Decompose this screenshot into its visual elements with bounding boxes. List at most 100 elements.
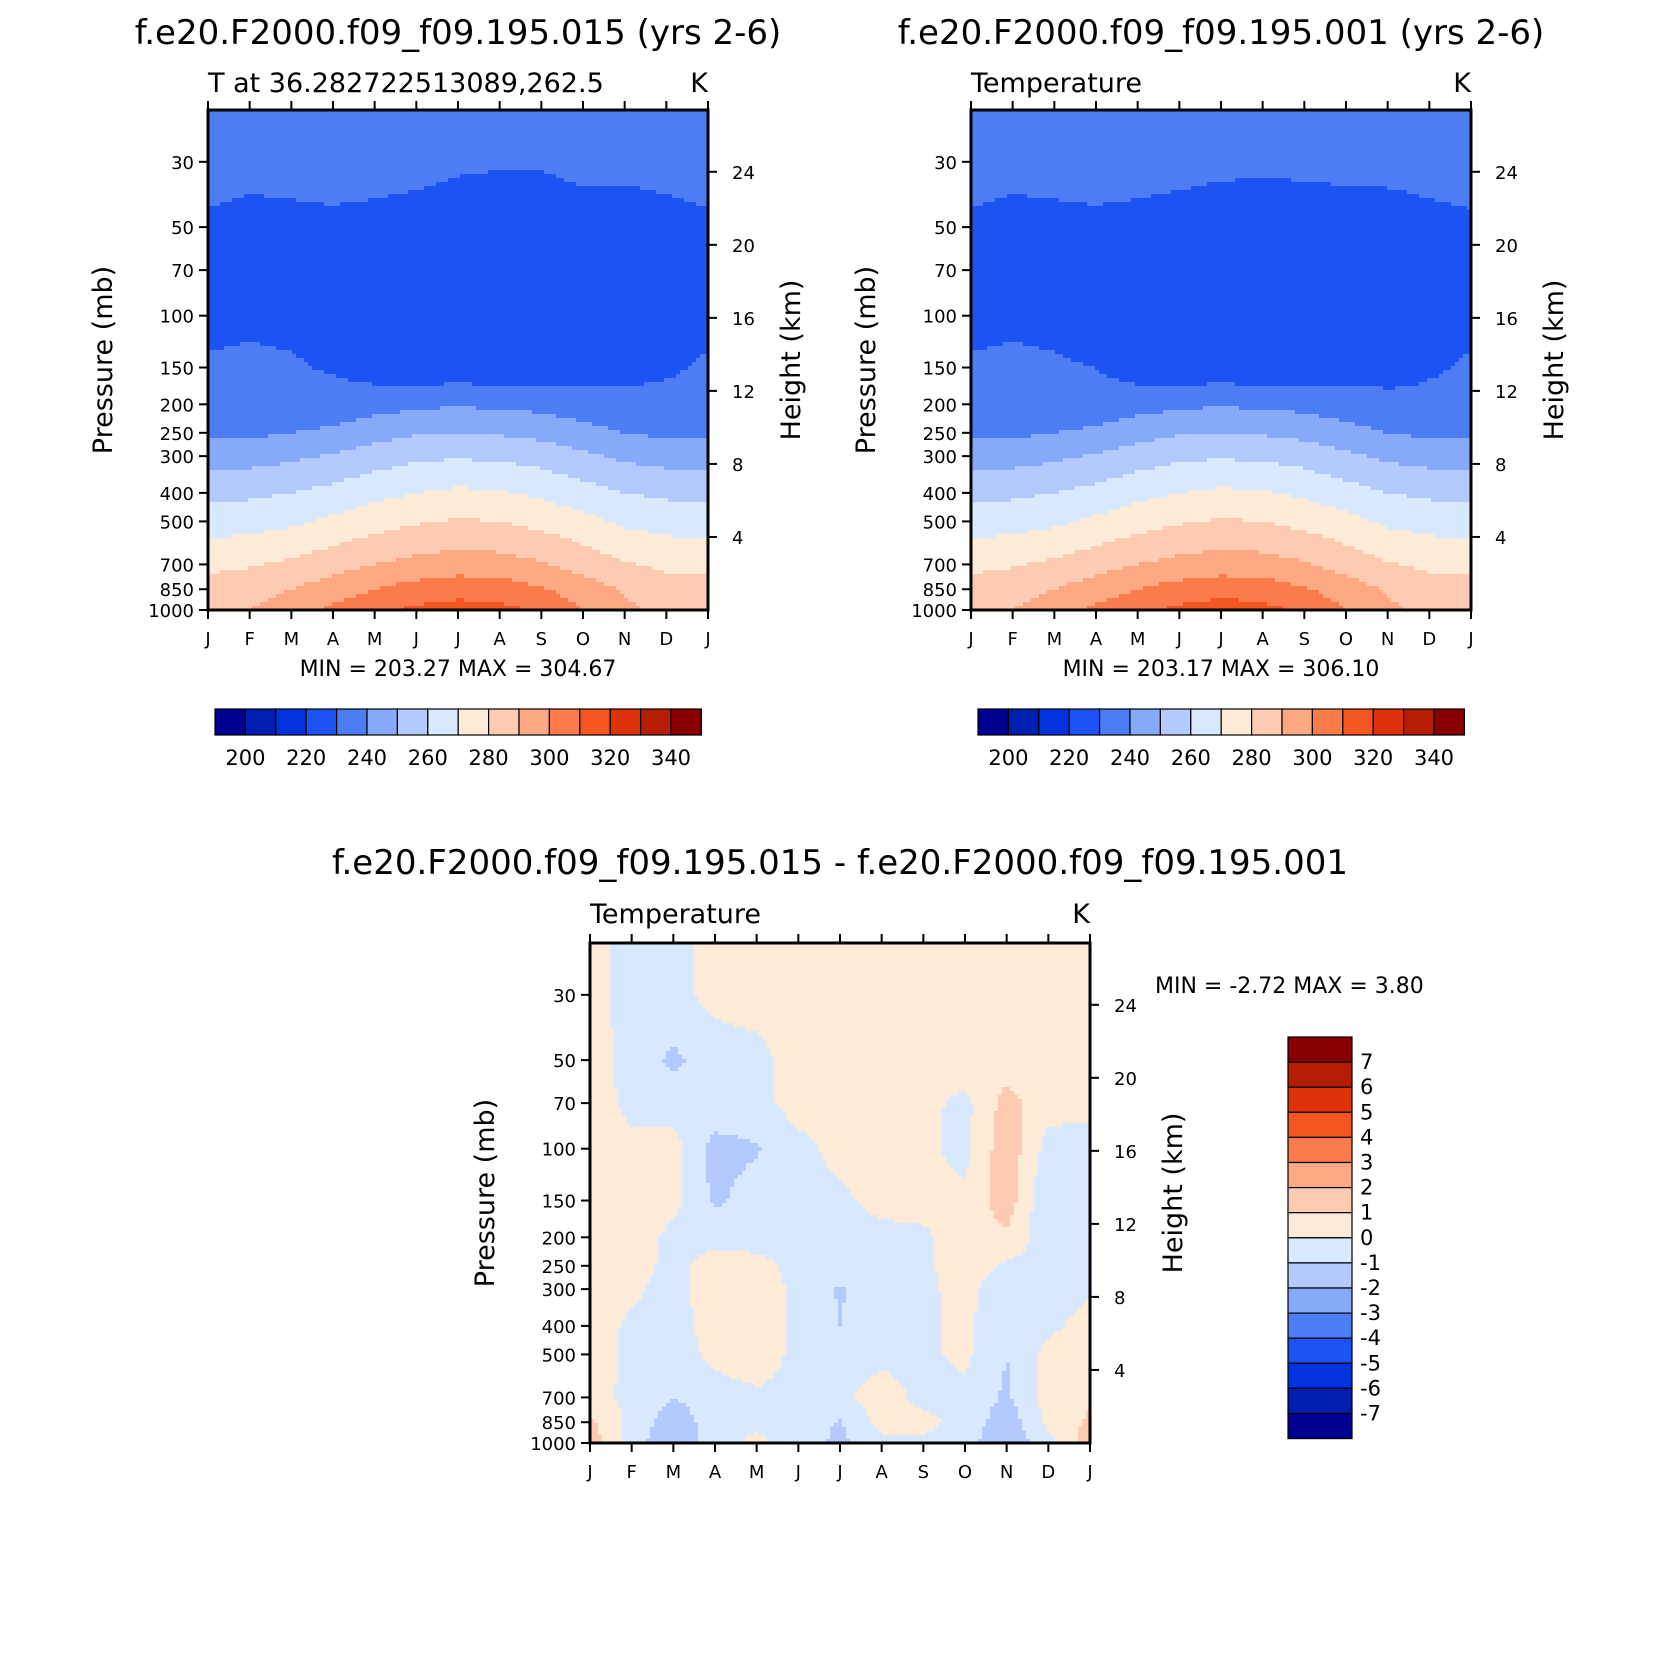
contour-cell xyxy=(296,586,381,591)
contour-cell xyxy=(208,346,225,351)
contour-cell xyxy=(208,566,249,571)
contour-cell xyxy=(472,458,617,463)
contour-cell xyxy=(846,1291,943,1296)
contour-cell xyxy=(618,1103,779,1108)
contour-cell xyxy=(690,1303,787,1308)
contour-cell xyxy=(690,1287,787,1292)
contour-cell xyxy=(1387,526,1471,531)
contour-cell xyxy=(548,562,637,567)
contour-cell xyxy=(656,190,708,195)
contour-cell xyxy=(296,354,701,359)
contour-cell xyxy=(971,230,1471,235)
contour-cell xyxy=(990,1163,1019,1168)
contour-cell xyxy=(1030,1211,1090,1216)
contour-cell xyxy=(208,442,373,447)
contour-cell xyxy=(678,1067,775,1072)
month-tick-label: M xyxy=(666,1462,682,1483)
contour-cell xyxy=(690,1299,787,1304)
contour-cell xyxy=(971,194,1008,199)
contour-cell xyxy=(592,422,708,427)
contour-cell xyxy=(1411,530,1471,535)
contour-cell xyxy=(971,246,1471,251)
pressure-tick-label: 70 xyxy=(553,1094,576,1115)
contour-cell xyxy=(674,1127,799,1132)
contour-cell xyxy=(1038,1371,1090,1376)
contour-cell xyxy=(1331,182,1471,187)
contour-cell xyxy=(1335,506,1471,511)
contour-cell xyxy=(1347,510,1471,515)
contour-cell xyxy=(1042,1143,1090,1148)
contour-cell xyxy=(1042,1347,1090,1352)
contour-cell xyxy=(971,510,1108,515)
contour-cell xyxy=(934,1255,1015,1260)
contour-cell xyxy=(942,1119,971,1124)
contour-cell xyxy=(680,370,708,375)
contour-cell xyxy=(971,302,1471,307)
contour-cell xyxy=(1359,578,1471,583)
contour-cell xyxy=(1066,1323,1090,1328)
contour-cell xyxy=(1103,450,1352,455)
contour-cell xyxy=(590,1183,683,1188)
contour-cell xyxy=(1367,518,1471,523)
contour-cell xyxy=(528,526,625,531)
contour-cell xyxy=(1026,1431,1051,1436)
contour-cell xyxy=(971,202,984,207)
contour-cell xyxy=(971,282,1471,287)
contour-cell xyxy=(1022,1131,1047,1136)
contour-cell xyxy=(208,394,708,399)
contour-cell xyxy=(208,254,708,259)
contour-cell xyxy=(971,146,1471,151)
contour-cell xyxy=(208,358,305,363)
contour-cell xyxy=(1067,522,1184,527)
contour-cell xyxy=(1131,534,1324,539)
contour-cell xyxy=(1022,1127,1047,1132)
contour-cell xyxy=(464,598,569,603)
contour-cell xyxy=(208,270,708,275)
contour-cell xyxy=(1010,1375,1039,1380)
contour-cell xyxy=(536,558,621,563)
contour-cell xyxy=(590,1023,611,1028)
contour-cell xyxy=(786,1319,839,1324)
contour-cell xyxy=(714,1131,719,1136)
contour-cell xyxy=(208,466,253,471)
contour-cell xyxy=(208,526,289,531)
contour-cell xyxy=(754,1383,763,1388)
contour-cell xyxy=(786,1307,839,1312)
contour-cell xyxy=(870,1419,943,1424)
contour-cell xyxy=(650,1427,699,1432)
contour-cell xyxy=(974,1311,1075,1316)
contour-cell xyxy=(1046,1339,1090,1344)
contour-cell xyxy=(742,1379,767,1384)
colorbar-swatch xyxy=(244,708,277,736)
contour-cell xyxy=(782,1355,947,1360)
height-tick-label: 12 xyxy=(1495,382,1518,403)
contour-cell xyxy=(404,606,521,610)
month-tick-label: M xyxy=(367,629,383,650)
contour-cell xyxy=(1207,382,1236,387)
height-tick-label: 16 xyxy=(732,309,755,330)
contour-cell xyxy=(1010,1395,1039,1400)
contour-cell xyxy=(1010,1379,1039,1384)
contour-cell xyxy=(622,1423,655,1428)
contour-cell xyxy=(682,1063,775,1068)
contour-cell xyxy=(971,350,1056,355)
contour-cell xyxy=(971,166,1471,171)
contour-cell xyxy=(682,1183,711,1188)
contour-cell xyxy=(344,598,457,603)
contour-cell xyxy=(590,1215,675,1220)
contour-cell xyxy=(590,1211,679,1216)
contour-cell xyxy=(296,490,425,495)
panel-2-y2label: Height (km) xyxy=(1539,280,1570,441)
contour-cell xyxy=(556,174,708,179)
contour-cell xyxy=(706,1359,783,1364)
contour-cell xyxy=(822,1155,947,1160)
contour-cell xyxy=(1119,594,1324,599)
contour-cell xyxy=(636,462,708,467)
contour-cell xyxy=(590,1279,651,1284)
contour-cell xyxy=(971,182,1208,187)
contour-cell xyxy=(971,278,1471,283)
contour-cell xyxy=(990,1175,1019,1180)
contour-cell xyxy=(994,1135,1023,1140)
contour-cell xyxy=(208,590,285,595)
contour-cell xyxy=(650,1435,699,1440)
